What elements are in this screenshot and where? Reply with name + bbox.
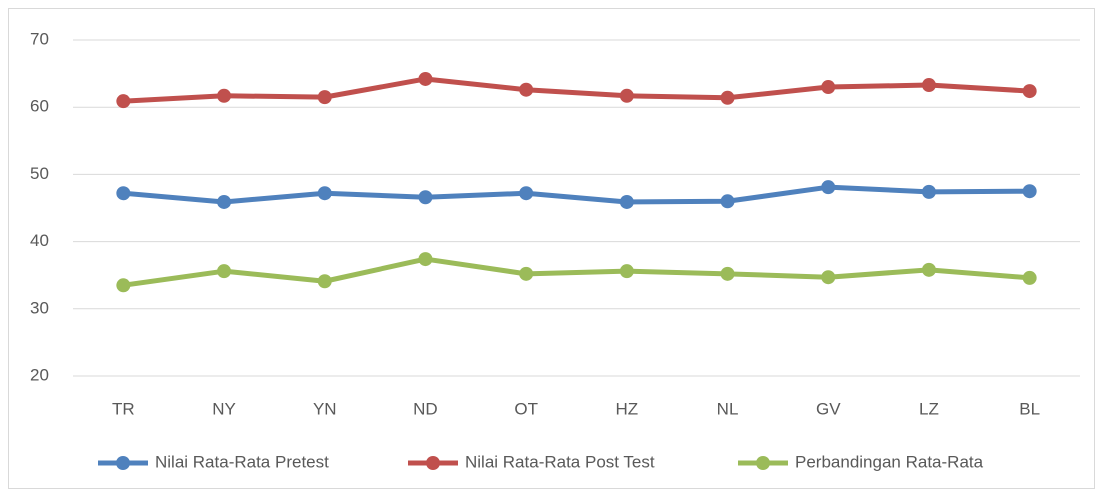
data-point — [821, 180, 836, 195]
data-point — [921, 184, 936, 199]
y-tick-label: 60 — [30, 97, 49, 116]
series-line — [123, 256, 1030, 288]
data-point — [821, 270, 836, 285]
data-point — [418, 71, 433, 86]
data-point — [720, 90, 735, 105]
y-tick-label: 70 — [30, 29, 49, 48]
data-point — [217, 88, 232, 103]
x-tick-label: LZ — [919, 399, 939, 418]
data-point — [1022, 184, 1037, 199]
data-point — [317, 186, 332, 201]
y-tick-label: 20 — [30, 365, 49, 384]
data-point — [116, 278, 131, 293]
x-tick-label: BL — [1019, 399, 1040, 418]
x-tick-label: GV — [816, 399, 841, 418]
x-tick-label: YN — [313, 399, 337, 418]
x-tick-label: HZ — [616, 399, 639, 418]
data-point — [317, 90, 332, 105]
data-point — [921, 78, 936, 93]
y-tick-label: 50 — [30, 164, 49, 183]
data-point — [921, 262, 936, 277]
legend-label: Nilai Rata-Rata Pretest — [155, 452, 329, 471]
data-point — [317, 274, 332, 289]
y-tick-label: 30 — [30, 298, 49, 317]
series-line — [123, 76, 1030, 104]
data-point — [619, 88, 634, 103]
data-point — [217, 264, 232, 279]
data-point — [619, 264, 634, 279]
legend-marker — [756, 456, 770, 470]
legend-marker — [426, 456, 440, 470]
data-point — [1022, 84, 1037, 99]
legend-marker — [116, 456, 130, 470]
legend-label: Perbandingan Rata-Rata — [795, 452, 984, 471]
data-point — [116, 186, 131, 201]
data-point — [720, 266, 735, 281]
series-line — [123, 184, 1030, 205]
data-point — [418, 252, 433, 267]
data-point — [519, 186, 534, 201]
data-point — [217, 194, 232, 209]
data-point — [619, 194, 634, 209]
data-point — [720, 194, 735, 209]
x-tick-label: NL — [717, 399, 739, 418]
data-point — [821, 80, 836, 95]
x-tick-label: NY — [212, 399, 236, 418]
x-tick-label: OT — [514, 399, 538, 418]
data-point — [519, 266, 534, 281]
chart-frame — [8, 8, 1095, 489]
x-tick-label: TR — [112, 399, 135, 418]
x-tick-label: ND — [413, 399, 438, 418]
data-point — [418, 190, 433, 205]
y-tick-label: 40 — [30, 231, 49, 250]
data-point — [519, 82, 534, 97]
data-point — [1022, 270, 1037, 285]
data-point — [116, 94, 131, 109]
legend-label: Nilai Rata-Rata Post Test — [465, 452, 655, 471]
